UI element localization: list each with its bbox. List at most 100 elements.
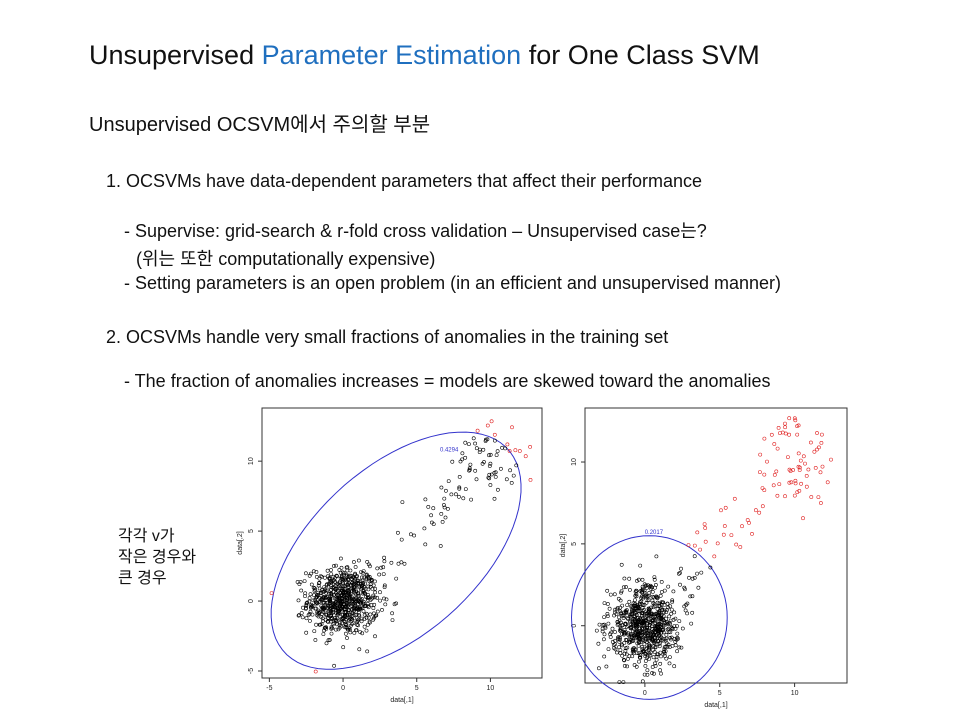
data-point [719,508,723,513]
data-point [633,616,638,621]
data-point [638,655,643,660]
data-point [304,571,308,576]
data-point [528,478,533,482]
data-point [641,649,645,654]
y-tick-label: 0 [571,624,578,628]
data-point [321,610,325,615]
data-point [813,466,818,470]
data-point [668,655,672,660]
data-point [638,653,643,658]
data-point [429,513,434,518]
data-point [702,522,707,527]
data-point [381,565,386,570]
data-point [689,621,694,626]
data-point [772,473,777,477]
data-point [328,591,333,596]
data-point [468,462,473,467]
data-point [612,592,617,597]
data-point [316,614,321,619]
data-point [368,612,373,617]
data-point [670,598,675,603]
data-point [602,637,606,642]
data-point [634,592,639,597]
data-point [298,580,303,584]
data-point [692,575,697,580]
data-point [359,585,364,590]
data-point [721,532,726,537]
data-point [329,568,333,572]
data-point [329,625,334,630]
data-point [367,564,372,569]
data-point [375,595,380,600]
data-point [331,589,336,594]
data-point [345,582,350,586]
data-point [643,659,648,663]
data-point [341,618,346,623]
data-point [635,608,640,613]
data-point [656,595,660,600]
data-point [389,560,394,565]
data-point [492,432,497,437]
data-point [607,606,612,611]
data-point [360,578,365,583]
data-point [362,624,367,629]
data-point [639,619,644,624]
data-point [618,609,623,614]
data-point [431,506,436,511]
data-point [643,612,648,617]
y-tick-label: -5 [248,668,255,674]
data-point [654,582,658,587]
data-point [335,606,340,610]
data-point [795,432,800,437]
data-point [645,672,650,677]
data-point [788,469,793,473]
data-point [672,624,677,629]
x-tick-label: 0 [341,685,345,692]
data-point [358,600,363,605]
data-point [608,632,613,637]
data-point [329,572,334,577]
data-point [336,582,341,587]
data-point [373,590,378,595]
data-point [402,561,407,566]
data-point [644,595,649,599]
data-point [647,607,652,612]
data-point [356,582,360,587]
data-point [616,635,621,639]
data-point [450,459,455,464]
data-point [344,572,349,577]
data-point [638,640,643,645]
data-point [818,470,823,475]
data-point [471,436,476,441]
data-point [816,445,821,450]
data-point [760,504,765,509]
data-point [615,650,619,655]
data-point [657,601,662,606]
data-point [798,458,803,463]
data-point [635,578,639,583]
y-tick-label: 5 [248,529,255,533]
data-point [659,590,664,594]
data-point [412,533,417,538]
data-point [771,483,776,488]
data-point [650,671,655,675]
data-point [381,572,386,577]
data-point [378,590,382,595]
data-point [314,601,318,606]
data-point [783,494,787,499]
data-point [630,654,635,659]
data-point [357,593,361,598]
contour-label: 0.2017 [645,530,664,536]
data-point [371,606,376,611]
data-point [692,554,697,559]
data-point [796,423,801,428]
data-point [652,577,657,582]
data-point [360,584,365,589]
data-point [323,588,328,593]
data-point [357,613,362,618]
data-point [606,621,611,626]
data-point [382,555,387,560]
data-point [635,629,640,634]
data-point [348,623,353,628]
data-point [734,542,739,547]
